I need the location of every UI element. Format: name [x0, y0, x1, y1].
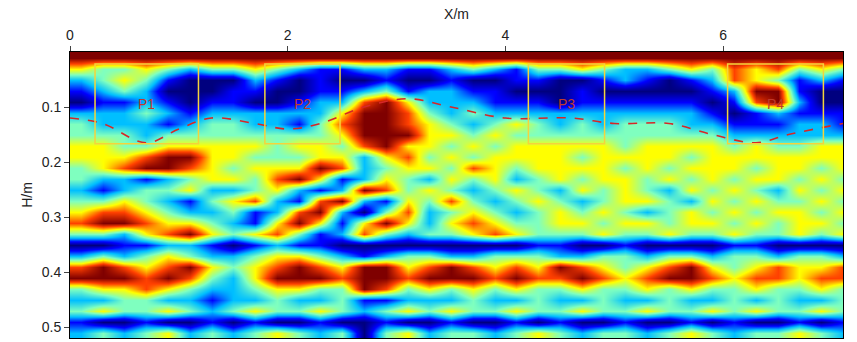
svg-text:P2: P2: [294, 96, 311, 112]
svg-text:0.2: 0.2: [42, 154, 62, 170]
svg-text:H/m: H/m: [19, 182, 35, 208]
svg-text:2: 2: [284, 27, 292, 43]
svg-text:4: 4: [502, 27, 510, 43]
svg-text:P3: P3: [558, 96, 575, 112]
svg-text:0.5: 0.5: [42, 319, 62, 335]
svg-text:0.1: 0.1: [42, 99, 62, 115]
svg-text:0: 0: [66, 27, 74, 43]
svg-text:6: 6: [719, 27, 727, 43]
svg-text:P1: P1: [138, 96, 155, 112]
svg-text:X/m: X/m: [444, 6, 469, 22]
svg-text:0.4: 0.4: [42, 264, 62, 280]
svg-text:0.3: 0.3: [42, 209, 62, 225]
svg-text:P4: P4: [767, 96, 784, 112]
